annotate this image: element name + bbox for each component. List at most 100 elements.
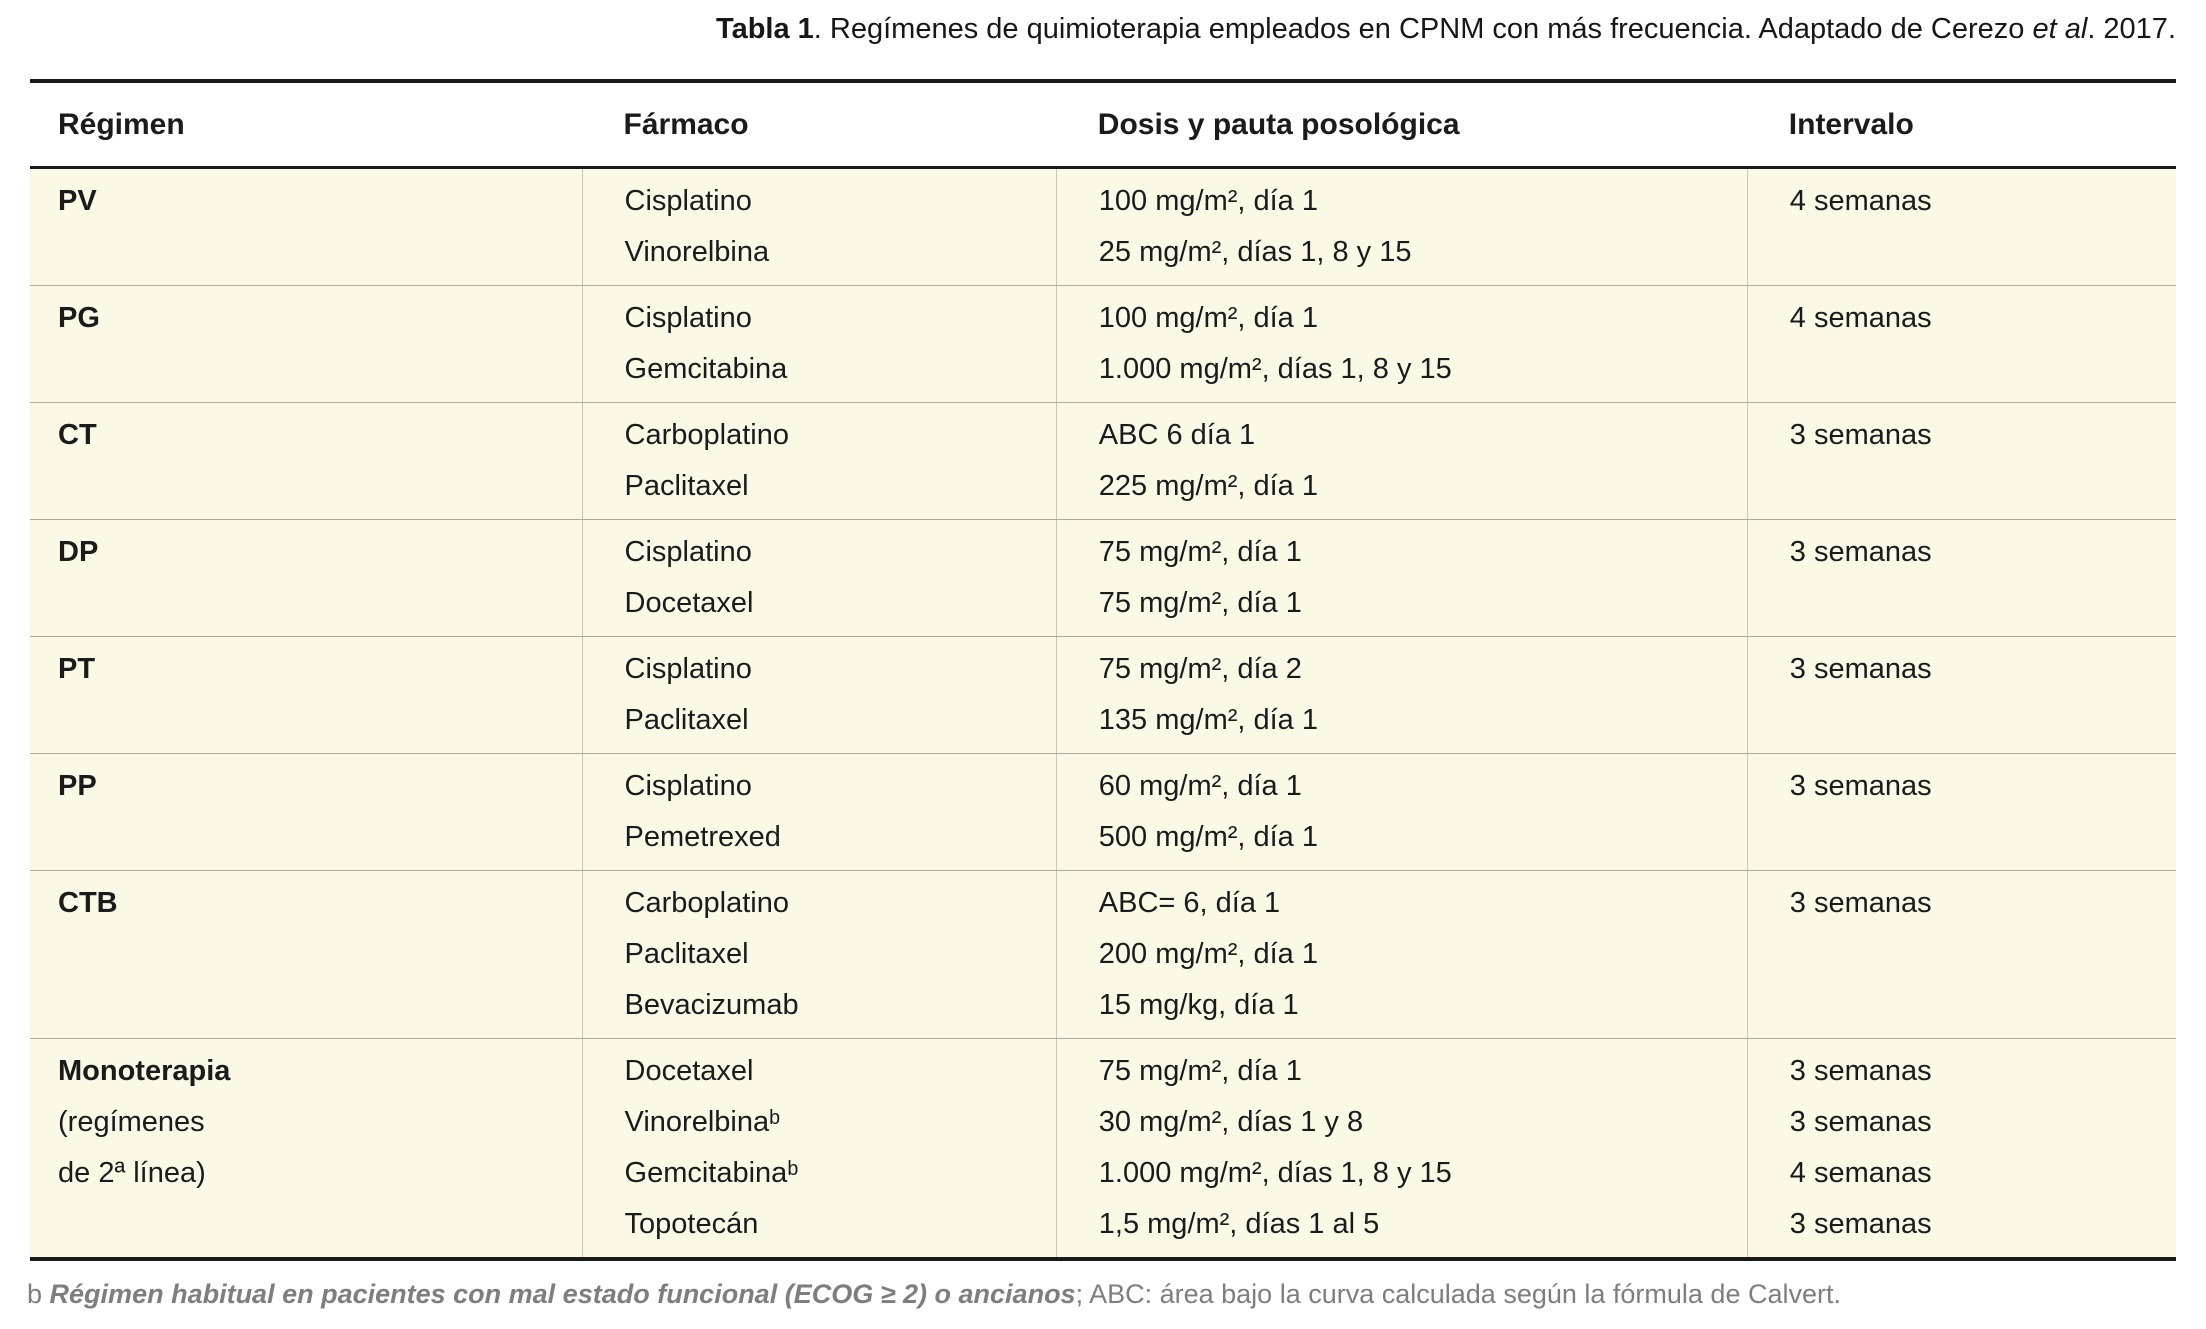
- drug-cell: Cisplatino Paclitaxel: [581, 637, 1056, 753]
- interval-cell: 3 semanas 3 semanas 4 semanas 3 semanas: [1746, 1039, 2176, 1257]
- interval-cell: 3 semanas: [1746, 520, 2176, 636]
- interval-line: 4 semanas: [1789, 185, 1932, 217]
- regimen-name: PV: [58, 185, 97, 217]
- interval-cell: 3 semanas: [1746, 871, 2176, 1038]
- regimen-name: Monoterapia: [58, 1055, 231, 1087]
- drug-cell: Cisplatino Pemetrexed: [581, 754, 1056, 870]
- table-row: CTB Carboplatino Paclitaxel Bevacizumab AB…: [30, 871, 2176, 1039]
- dose-cell: 75 mg/m², día 1 30 mg/m², días 1 y 8 1.000…: [1055, 1039, 1747, 1257]
- dose-line: 75 mg/m², día 2: [1098, 653, 1302, 685]
- interval-line: 4 semanas: [1789, 302, 1932, 334]
- interval-cell: 4 semanas: [1746, 169, 2176, 285]
- drug-line: Cisplatino: [624, 185, 752, 217]
- drug-line: Vinorelbinaᵇ: [624, 1106, 781, 1138]
- dose-line: 15 mg/kg, día 1: [1098, 989, 1299, 1021]
- drug-line: Cisplatino: [624, 302, 752, 334]
- regimen-name: PG: [58, 302, 100, 334]
- dose-cell: 75 mg/m², día 1 75 mg/m², día 1: [1055, 520, 1747, 636]
- table-row: PV Cisplatino Vinorelbina 100 mg/m², día …: [30, 169, 2176, 286]
- dose-line: 75 mg/m², día 1: [1098, 1055, 1302, 1087]
- dose-line: 500 mg/m², día 1: [1098, 821, 1318, 853]
- interval-line: 3 semanas: [1789, 1055, 1932, 1087]
- column-header-regimen: Régimen: [58, 107, 185, 141]
- table-header-row: Régimen Fármaco Dosis y pauta posológica…: [30, 79, 2176, 169]
- title-table-number: Tabla 1: [716, 13, 814, 45]
- title-text: . Regímenes de quimioterapia empleados e…: [813, 13, 2025, 45]
- drug-line: Gemcitabina: [624, 353, 788, 385]
- page-title: Tabla 1. Regímenes de quimioterapia empl…: [30, 13, 2176, 46]
- column-header-intervalo: Intervalo: [1788, 107, 1914, 141]
- regimen-cell: CTB: [30, 871, 582, 1038]
- drug-cell: Carboplatino Paclitaxel Bevacizumab: [581, 871, 1056, 1038]
- drug-line: Docetaxel: [624, 587, 754, 619]
- dose-line: 30 mg/m², días 1 y 8: [1098, 1106, 1364, 1138]
- table-row: DP Cisplatino Docetaxel 75 mg/m², día 1 75…: [30, 520, 2176, 637]
- title-year: . 2017.: [2087, 13, 2176, 45]
- drug-line: Vinorelbina: [624, 236, 770, 268]
- dose-cell: ABC 6 día 1 225 mg/m², día 1: [1055, 403, 1747, 519]
- dose-line: 75 mg/m², día 1: [1098, 587, 1302, 619]
- drug-line: Carboplatino: [624, 419, 789, 451]
- drug-line: Cisplatino: [624, 653, 752, 685]
- dose-line: 225 mg/m², día 1: [1098, 470, 1318, 502]
- footnote-text: ; ABC: área bajo la curva calculada segú…: [1075, 1279, 1841, 1309]
- drug-cell: Cisplatino Vinorelbina: [581, 169, 1056, 285]
- drug-cell: Cisplatino Docetaxel: [581, 520, 1056, 636]
- dose-line: ABC 6 día 1: [1098, 419, 1256, 451]
- interval-line: 3 semanas: [1789, 536, 1932, 568]
- drug-line: Gemcitabinaᵇ: [624, 1157, 799, 1189]
- drug-cell: Cisplatino Gemcitabina: [581, 286, 1056, 402]
- interval-line: 3 semanas: [1789, 770, 1932, 802]
- drug-line: Topotecán: [624, 1208, 759, 1240]
- dose-cell: 100 mg/m², día 1 25 mg/m², días 1, 8 y 15: [1055, 169, 1747, 285]
- dose-line: 60 mg/m², día 1: [1098, 770, 1302, 802]
- drug-line: Paclitaxel: [624, 470, 749, 502]
- regimen-cell: CT: [30, 403, 582, 519]
- regimen-cell: PG: [30, 286, 582, 402]
- interval-cell: 4 semanas: [1746, 286, 2176, 402]
- regimen-cell: PP: [30, 754, 582, 870]
- dose-cell: 75 mg/m², día 2 135 mg/m², día 1: [1055, 637, 1747, 753]
- regimen-name: PT: [58, 653, 96, 685]
- regimen-subline: (regímenes: [58, 1106, 205, 1138]
- interval-line: 3 semanas: [1789, 1106, 1932, 1138]
- interval-line: 3 semanas: [1789, 1208, 1932, 1240]
- drug-line: Cisplatino: [624, 536, 752, 568]
- footnote: b Régimen habitual en pacientes con mal …: [27, 1277, 2176, 1311]
- interval-line: 3 semanas: [1789, 653, 1932, 685]
- drug-line: Cisplatino: [624, 770, 752, 802]
- interval-cell: 3 semanas: [1746, 754, 2176, 870]
- dose-line: 75 mg/m², día 1: [1098, 536, 1302, 568]
- table-row: CT Carboplatino Paclitaxel ABC 6 día 1 225…: [30, 403, 2176, 520]
- dose-line: 100 mg/m², día 1: [1098, 302, 1318, 334]
- regimen-cell: DP: [30, 520, 582, 636]
- regimen-cell: Monoterapia (regímenes de 2ª línea): [30, 1039, 582, 1257]
- page: Tabla 1. Regímenes de quimioterapia empl…: [27, 13, 2176, 1311]
- dose-line: 1.000 mg/m², días 1, 8 y 15: [1098, 353, 1452, 385]
- drug-line: Pemetrexed: [624, 821, 781, 853]
- dose-line: 135 mg/m², día 1: [1098, 704, 1318, 736]
- interval-cell: 3 semanas: [1746, 637, 2176, 753]
- dose-cell: 100 mg/m², día 1 1.000 mg/m², días 1, 8 y…: [1055, 286, 1747, 402]
- footnote-emphasis: Régimen habitual en pacientes con mal es…: [49, 1279, 1076, 1309]
- interval-cell: 3 semanas: [1746, 403, 2176, 519]
- drug-line: Paclitaxel: [624, 938, 749, 970]
- dose-line: ABC= 6, día 1: [1098, 887, 1281, 919]
- table-row: PT Cisplatino Paclitaxel 75 mg/m², día 2 1…: [30, 637, 2176, 754]
- drug-cell: Docetaxel Vinorelbinaᵇ Gemcitabinaᵇ Topotec…: [581, 1039, 1056, 1257]
- regimen-cell: PT: [30, 637, 582, 753]
- regimen-cell: PV: [30, 169, 582, 285]
- column-header-farmaco: Fármaco: [623, 107, 749, 141]
- footnote-marker: b: [27, 1279, 43, 1309]
- regimen-name: PP: [58, 770, 97, 802]
- drug-line: Bevacizumab: [624, 989, 799, 1021]
- interval-line: 3 semanas: [1789, 419, 1932, 451]
- dose-line: 100 mg/m², día 1: [1098, 185, 1318, 217]
- chemotherapy-regimens-table: Régimen Fármaco Dosis y pauta posológica…: [30, 79, 2176, 1261]
- dose-cell: 60 mg/m², día 1 500 mg/m², día 1: [1055, 754, 1747, 870]
- dose-line: 1.000 mg/m², días 1, 8 y 15: [1098, 1157, 1452, 1189]
- table-row: Monoterapia (regímenes de 2ª línea) Doceta…: [30, 1039, 2176, 1261]
- table-row: PG Cisplatino Gemcitabina 100 mg/m², día …: [30, 286, 2176, 403]
- drug-line: Paclitaxel: [624, 704, 749, 736]
- column-header-dosis: Dosis y pauta posológica: [1097, 107, 1460, 141]
